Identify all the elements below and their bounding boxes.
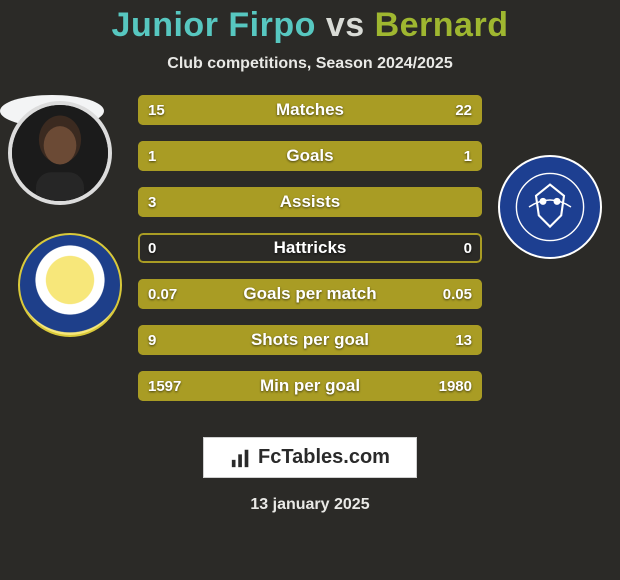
stat-label: Assists (138, 187, 482, 217)
stat-bar: 0.070.05Goals per match (138, 279, 482, 309)
stat-label: Matches (138, 95, 482, 125)
brand-text: FcTables.com (258, 446, 390, 469)
title-separator: vs (326, 6, 365, 44)
stat-bars-container: 1522Matches 11Goals 3Assists 00Hattricks 0.0… (138, 95, 482, 417)
subtitle: Club competitions, Season 2024/2025 (0, 55, 620, 73)
stat-label: Goals per match (138, 279, 482, 309)
stat-bar: 913Shots per goal (138, 325, 482, 355)
owl-crest-icon (515, 172, 585, 242)
stat-label: Goals (138, 141, 482, 171)
comparison-title: Junior Firpo vs Bernard (0, 6, 620, 45)
club-crest-left (18, 233, 122, 337)
brand-box: FcTables.com (203, 437, 417, 478)
stat-bar: 00Hattricks (138, 233, 482, 263)
date-text: 13 january 2025 (250, 496, 369, 514)
stat-bar: 1522Matches (138, 95, 482, 125)
stat-bar: 3Assists (138, 187, 482, 217)
stat-label: Shots per goal (138, 325, 482, 355)
stat-label: Hattricks (138, 233, 482, 263)
title-player-right: Bernard (375, 6, 509, 44)
comparison-arena: 1522Matches 11Goals 3Assists 00Hattricks 0.0… (0, 95, 620, 425)
bar-chart-icon (230, 447, 252, 469)
infographic-root: Junior Firpo vs Bernard Club competition… (0, 0, 620, 580)
player-left-avatar (8, 101, 112, 205)
stat-label: Min per goal (138, 371, 482, 401)
person-silhouette-icon (12, 105, 108, 201)
stat-bar: 11Goals (138, 141, 482, 171)
footer: FcTables.com 13 january 2025 (0, 437, 620, 514)
club-crest-right (498, 155, 602, 259)
stat-bar: 15971980Min per goal (138, 371, 482, 401)
title-player-left: Junior Firpo (112, 6, 316, 44)
